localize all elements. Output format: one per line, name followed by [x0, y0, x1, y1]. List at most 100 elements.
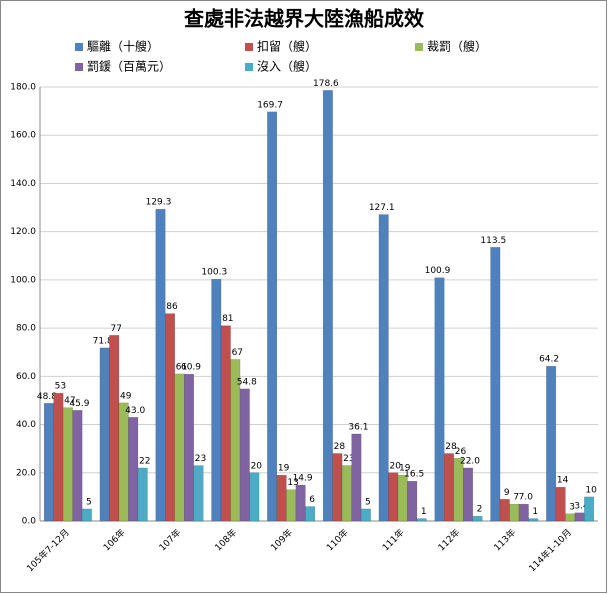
bar: [109, 335, 120, 522]
data-label: 54.8: [237, 377, 257, 387]
data-label: 19: [278, 464, 290, 474]
data-label: 60.9: [181, 363, 201, 373]
legend-label: 驅離（十艘）: [87, 39, 159, 54]
bar: [118, 402, 129, 522]
data-label: 7.0: [519, 493, 534, 503]
bar: [509, 503, 520, 522]
bar: [528, 518, 539, 522]
bar: [546, 365, 557, 522]
bar: [193, 465, 204, 522]
bar: [239, 388, 250, 522]
data-label: 3: [569, 502, 575, 512]
bar: [322, 90, 333, 522]
y-tick-label: 180.0: [10, 83, 36, 93]
data-label: 28: [445, 442, 457, 452]
bar: [341, 465, 352, 522]
data-label: 100.3: [201, 268, 227, 278]
bar: [555, 486, 566, 522]
bar: [81, 508, 92, 522]
bar: [72, 410, 83, 522]
bar: [388, 472, 399, 522]
data-label: 20: [251, 461, 263, 471]
bar: [584, 496, 595, 522]
y-tick-label: 20.0: [16, 468, 36, 478]
data-label: 53: [55, 382, 66, 392]
bar: [490, 247, 501, 522]
data-label: 71.8: [93, 336, 113, 346]
data-label: 127.1: [369, 203, 395, 213]
y-tick-label: 0.0: [22, 517, 37, 527]
bar: [155, 208, 166, 522]
data-label: 5: [365, 497, 371, 507]
data-label: 86: [166, 302, 178, 312]
y-tick-label: 40.0: [16, 420, 36, 430]
data-label: 9: [504, 488, 510, 498]
legend-swatch: [75, 43, 83, 51]
data-label: 1: [532, 507, 538, 517]
legend-label: 沒入（艘）: [257, 59, 317, 74]
data-label: 169.7: [257, 100, 283, 110]
data-label: 81: [222, 314, 233, 324]
bar: [351, 433, 362, 522]
legend-label: 裁罰（艘）: [427, 39, 487, 54]
bar: [565, 513, 576, 522]
bar: [53, 392, 64, 522]
bar: [453, 458, 464, 522]
data-label: 61: [176, 362, 187, 372]
bar: [444, 453, 454, 522]
data-label: 22: [139, 456, 150, 466]
data-label: 100.9: [425, 266, 451, 276]
data-label: 43.0: [125, 406, 145, 416]
bar: [305, 506, 316, 522]
legend-swatch: [245, 43, 253, 51]
data-label: 7: [513, 493, 519, 503]
data-label: 48.8: [37, 392, 57, 402]
data-label: 2: [477, 505, 483, 515]
bar: [128, 417, 139, 522]
data-label: 13: [287, 478, 298, 488]
data-label: 47: [64, 396, 75, 406]
y-tick-label: 140.0: [10, 179, 36, 189]
data-label: 22.0: [460, 456, 480, 466]
data-label: 6: [309, 495, 315, 505]
bar: [295, 484, 306, 522]
bar: [276, 474, 287, 522]
bar: [43, 403, 54, 522]
bar: [99, 347, 110, 522]
bar: [286, 489, 297, 522]
data-label: 26: [455, 447, 467, 457]
bar: [137, 467, 148, 522]
data-label: 113.5: [480, 236, 506, 246]
bar: [220, 325, 231, 522]
legend-label: 罰鍰（百萬元）: [87, 59, 171, 74]
data-label: 178.6: [313, 79, 339, 89]
bar: [267, 111, 278, 522]
bar: [574, 512, 585, 522]
data-label: 23: [195, 454, 206, 464]
bar: [518, 503, 529, 522]
y-tick-label: 80.0: [16, 324, 36, 334]
y-tick-label: 100.0: [10, 275, 36, 285]
bar: [360, 508, 371, 522]
data-label: 16.5: [404, 470, 424, 480]
bar: [211, 278, 222, 522]
chart-title: 查處非法越界大陸漁船成效: [184, 7, 424, 31]
bar: [407, 480, 418, 522]
data-label: 20: [389, 461, 401, 471]
legend-swatch: [415, 43, 423, 51]
data-label: 14: [557, 476, 569, 486]
data-label: 129.3: [146, 198, 172, 208]
bar: [499, 499, 510, 522]
bar: [332, 453, 343, 522]
bar: [463, 467, 473, 522]
data-label: 67: [232, 348, 243, 358]
bar: [416, 518, 427, 522]
legend-label: 扣留（艘）: [257, 39, 317, 54]
bar: [184, 373, 194, 522]
y-tick-label: 160.0: [10, 131, 36, 141]
bar: [378, 214, 389, 522]
bar: [62, 407, 73, 522]
data-label: 77: [110, 324, 121, 334]
legend-swatch: [75, 63, 83, 71]
